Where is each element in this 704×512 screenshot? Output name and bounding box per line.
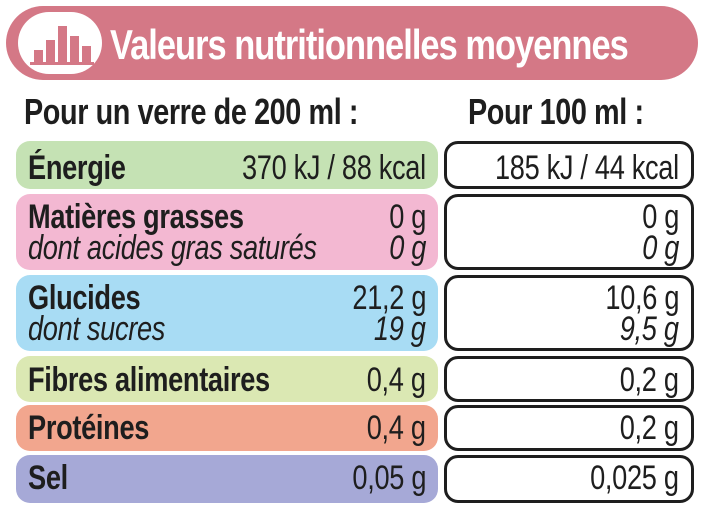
row-fibres-per100: 0,2 g xyxy=(444,356,694,402)
row-sub-label: dont acides gras saturés xyxy=(28,229,317,267)
row-value-per-glass: 0,4 g xyxy=(367,361,426,399)
column-header-per-glass: Pour un verre de 200 ml : xyxy=(24,91,359,132)
row-label: Énergie xyxy=(28,149,126,187)
row-value-per-glass: 0,4 g xyxy=(367,409,426,447)
row-label: Glucides xyxy=(28,279,141,317)
row-energie: Énergie 370 kJ / 88 kcal xyxy=(16,141,438,189)
row-sub-value-per-glass: 19 g xyxy=(374,310,426,348)
row-sub-label: dont sucres xyxy=(28,310,166,348)
row-value-per-100ml: 10,6 g xyxy=(605,279,679,317)
row-label: Fibres alimentaires xyxy=(28,361,270,399)
row-sel-per100: 0,025 g xyxy=(444,455,694,503)
row-sub-value-per-glass: 0 g xyxy=(389,229,426,267)
row-value-per-glass: 370 kJ / 88 kcal xyxy=(242,149,426,187)
row-value-per-glass: 0 g xyxy=(389,198,426,236)
title-banner: Valeurs nutritionnelles moyennes xyxy=(6,6,698,80)
row-proteines-per100: 0,2 g xyxy=(444,405,694,451)
row-glucides: Glucides 21,2 g dont sucres 19 g xyxy=(16,275,438,351)
row-matieres-grasses: Matières grasses 0 g dont acides gras sa… xyxy=(16,194,438,270)
row-value-per-100ml: 0,025 g xyxy=(590,459,679,497)
row-label: Matières grasses xyxy=(28,198,244,236)
row-label: Protéines xyxy=(28,409,150,447)
row-sub-value-per-100ml: 9,5 g xyxy=(620,310,679,348)
column-header-per-100ml: Pour 100 ml : xyxy=(468,91,644,132)
row-value-per-glass: 21,2 g xyxy=(352,279,426,317)
page-title: Valeurs nutritionnelles moyennes xyxy=(110,21,629,68)
row-value-per-100ml: 185 kJ / 44 kcal xyxy=(495,149,679,187)
row-value-per-100ml: 0,2 g xyxy=(620,409,679,447)
row-matieres-grasses-per100: 0 g 0 g xyxy=(444,194,694,270)
row-proteines: Protéines 0,4 g xyxy=(16,405,438,451)
row-sub-value-per-100ml: 0 g xyxy=(642,229,679,267)
bar-chart-icon xyxy=(30,26,94,65)
icon-container xyxy=(18,12,102,74)
row-value-per-100ml: 0 g xyxy=(642,198,679,236)
row-energie-per100: 185 kJ / 44 kcal xyxy=(444,141,694,189)
row-label: Sel xyxy=(28,459,68,497)
row-value-per-100ml: 0,2 g xyxy=(620,361,679,399)
row-fibres: Fibres alimentaires 0,4 g xyxy=(16,356,438,402)
row-value-per-glass: 0,05 g xyxy=(352,459,426,497)
row-glucides-per100: 10,6 g 9,5 g xyxy=(444,275,694,351)
row-sel: Sel 0,05 g xyxy=(16,455,438,503)
